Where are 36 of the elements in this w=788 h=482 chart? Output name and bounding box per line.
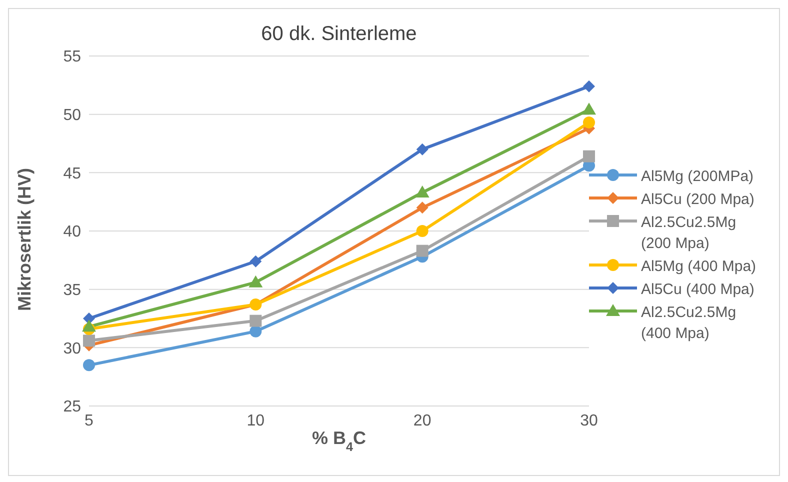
point <box>583 80 595 92</box>
x-tick-label: 20 <box>413 412 432 430</box>
x-axis-title: % B$_{4}$C <box>312 428 366 454</box>
point <box>250 325 262 338</box>
legend-label: Al2.5Cu2.5Mg (200 Mpa) <box>641 213 738 254</box>
legend-label: Al5Cu (200 Mpa) <box>641 190 754 210</box>
legend-label: Al5Mg (200MPa) <box>641 167 754 187</box>
point <box>415 186 430 198</box>
y-tick-label: 30 <box>63 340 82 358</box>
y-tick-label: 40 <box>63 224 82 241</box>
chart-title: 60 dk. Sinterleme <box>260 22 418 46</box>
point <box>416 143 428 156</box>
y-tick-label: 25 <box>63 398 82 416</box>
y-tick-label: 55 <box>63 48 82 66</box>
point <box>416 202 428 214</box>
point <box>416 225 428 237</box>
y-axis-title: Mikrosertlik (HV) <box>14 168 34 311</box>
point <box>583 150 595 162</box>
point <box>250 314 262 327</box>
point <box>416 244 428 257</box>
y-tick-label: 50 <box>63 107 82 124</box>
legend-label: Al2.5Cu2.5Mg (400 Mpa) <box>641 303 738 344</box>
point <box>82 320 96 332</box>
point <box>583 116 595 128</box>
point <box>582 102 596 115</box>
point <box>83 334 95 347</box>
legend-label: Al5Cu (400 Mpa) <box>641 280 754 300</box>
y-tick-label: 45 <box>63 165 82 182</box>
point <box>83 359 95 372</box>
x-tick-label: 10 <box>246 412 265 430</box>
x-tick-label: 30 <box>580 412 598 430</box>
y-tick-label: 35 <box>63 282 82 300</box>
legend-label: Al5Mg (400 Mpa) <box>641 257 756 277</box>
x-tick-label: 5 <box>84 412 94 430</box>
point <box>248 275 263 288</box>
point <box>250 255 262 268</box>
